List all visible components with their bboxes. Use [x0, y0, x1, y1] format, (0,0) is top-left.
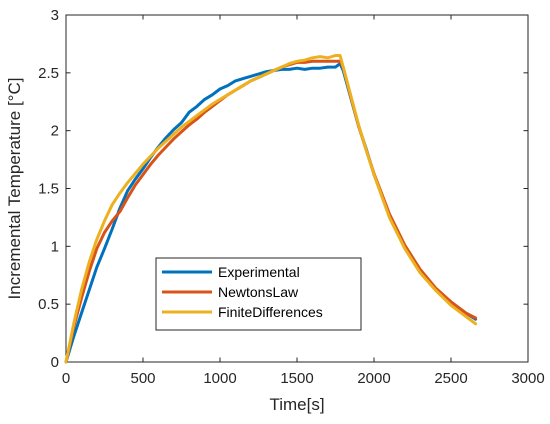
x-axis-label: Time[s]	[269, 395, 324, 414]
legend-label: NewtonsLaw	[218, 284, 299, 300]
y-tick-label: 2	[51, 123, 59, 140]
axis-ticks: 0 500 1000 1500 2000 2500 3000 0 0.5 1 1.5 2 2.5 3	[38, 7, 545, 387]
axis-labels: Time[s] Incremental Temperature [°C]	[5, 78, 325, 414]
series-lines	[64, 54, 478, 364]
y-tick-label: 1.5	[38, 181, 59, 198]
legend-box	[155, 257, 362, 331]
y-tick-label: 2.5	[38, 65, 59, 82]
legend-label: Experimental	[218, 264, 300, 280]
x-tick-label: 2000	[357, 370, 390, 387]
x-tick-label: 3000	[511, 370, 544, 387]
x-tick-label: 0	[62, 370, 70, 387]
y-tick-label: 3	[51, 7, 59, 24]
legend: Experimental NewtonsLaw FiniteDifferences	[155, 257, 362, 331]
x-tick-label: 1500	[280, 370, 313, 387]
x-tick-label: 500	[130, 370, 155, 387]
y-tick-label: 1	[51, 238, 59, 255]
x-tick-label: 2500	[434, 370, 467, 387]
y-tick-label: 0.5	[38, 296, 59, 313]
y-axis-label: Incremental Temperature [°C]	[5, 78, 24, 300]
series-line-finitedifferences	[64, 54, 478, 364]
x-tick-label: 1000	[203, 370, 236, 387]
y-tick-label: 0	[51, 354, 59, 371]
legend-label: FiniteDifferences	[218, 304, 323, 320]
